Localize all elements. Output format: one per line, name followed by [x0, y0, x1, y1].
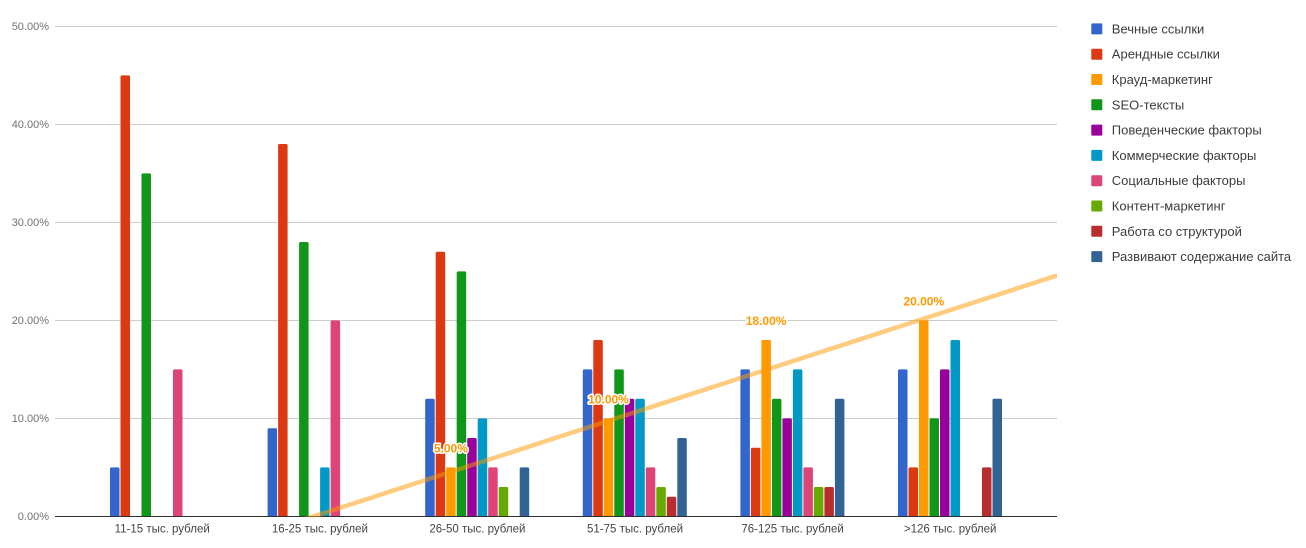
svg-text:10.00%: 10.00% [12, 413, 50, 425]
svg-text:18.00%: 18.00% [746, 314, 787, 328]
svg-text:20.00%: 20.00% [12, 315, 50, 327]
svg-text:Поведенческие факторы: Поведенческие факторы [1112, 123, 1262, 138]
svg-text:Социальные факторы: Социальные факторы [1112, 173, 1246, 188]
svg-text:Работа со структурой: Работа со структурой [1112, 224, 1242, 239]
svg-text:16-25 тыс. рублей: 16-25 тыс. рублей [272, 524, 368, 536]
svg-text:Коммерческие факторы: Коммерческие факторы [1112, 148, 1257, 163]
svg-text:Контент-маркетинг: Контент-маркетинг [1112, 199, 1226, 214]
svg-text:51-75 тыс. рублей: 51-75 тыс. рублей [587, 524, 683, 536]
svg-text:Арендные ссылки: Арендные ссылки [1112, 47, 1220, 62]
svg-text:>126 тыс. рублей: >126 тыс. рублей [904, 524, 997, 536]
svg-text:Вечные ссылки: Вечные ссылки [1112, 21, 1205, 36]
svg-text:26-50 тыс. рублей: 26-50 тыс. рублей [429, 524, 525, 536]
svg-text:0.00%: 0.00% [18, 511, 49, 523]
svg-text:30.00%: 30.00% [12, 217, 50, 229]
svg-text:11-15 тыс. рублей: 11-15 тыс. рублей [115, 524, 210, 536]
svg-text:40.00%: 40.00% [12, 119, 50, 131]
svg-text:20.00%: 20.00% [903, 294, 944, 308]
svg-text:10.00%: 10.00% [588, 392, 629, 406]
svg-text:Крауд-маркетинг: Крауд-маркетинг [1112, 72, 1213, 87]
svg-text:50.00%: 50.00% [12, 21, 50, 33]
svg-text:76-125 тыс. рублей: 76-125 тыс. рублей [741, 524, 843, 536]
svg-text:SEO-тексты: SEO-тексты [1112, 97, 1184, 112]
svg-text:5.00%: 5.00% [434, 441, 468, 455]
svg-text:Развивают содержание сайта: Развивают содержание сайта [1112, 249, 1292, 264]
